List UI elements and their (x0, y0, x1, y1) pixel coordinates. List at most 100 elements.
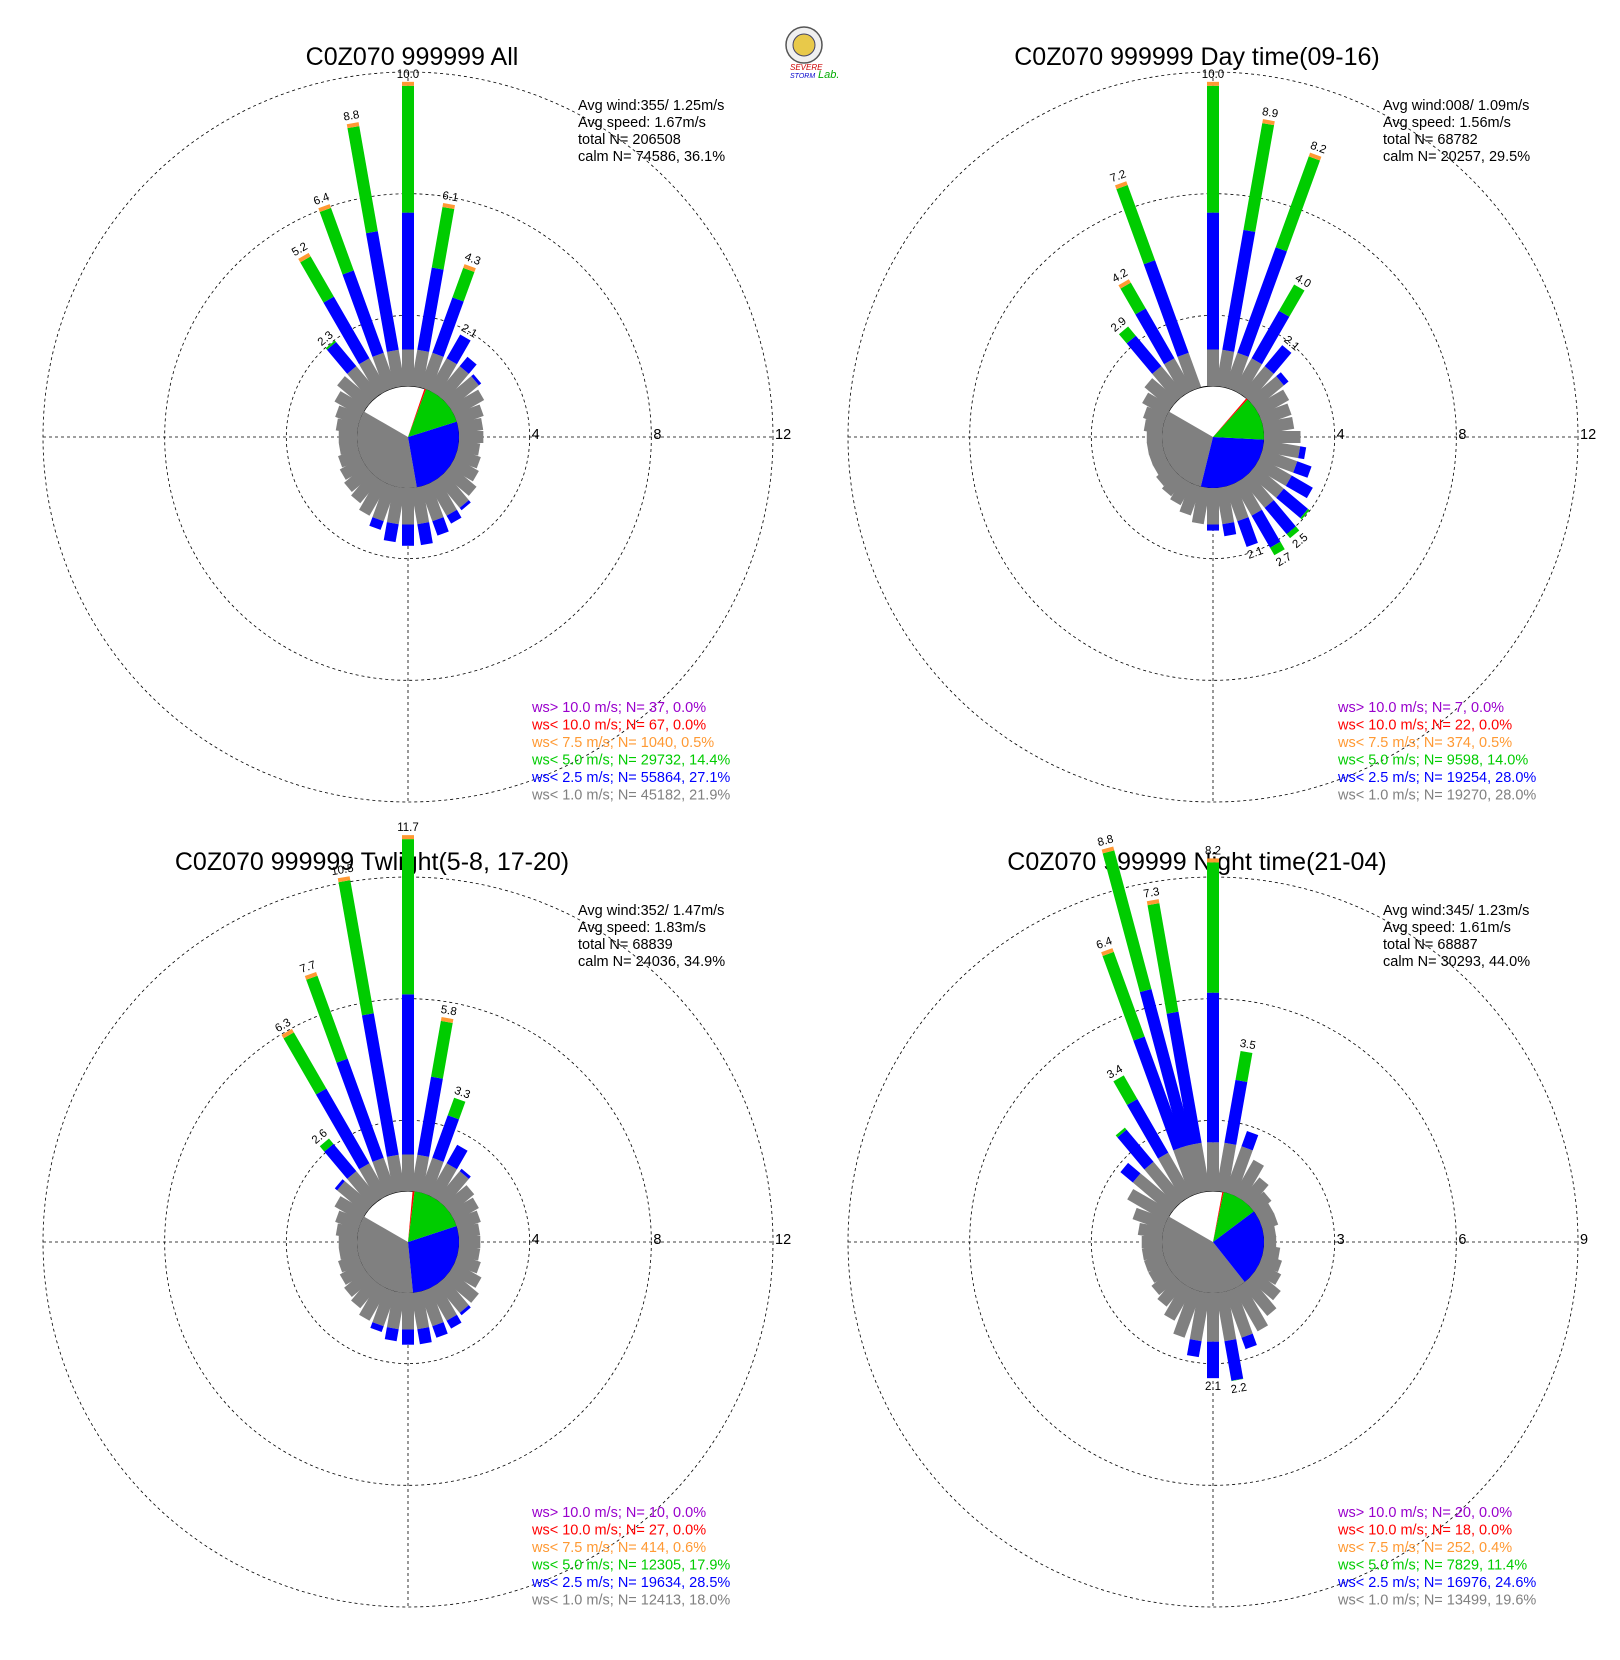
bar-segment-lt1 (449, 457, 479, 482)
bar-segment-lt2_5 (1139, 989, 1193, 1148)
bar-segment-lt1 (1146, 431, 1162, 443)
bar-segment-lt1 (1164, 1283, 1193, 1321)
bar-segment-lt2_5 (446, 334, 471, 365)
bar-segment-lt1 (1248, 376, 1284, 409)
legend-entry-lt5: ws< 5.0 m/s; N= 29732, 14.4% (531, 753, 730, 769)
bar-segment-lt1 (1233, 1159, 1264, 1201)
bar-value-label: 10.5 (330, 863, 354, 879)
bar-segment-lt7_5 (1146, 899, 1160, 906)
bar-segment-lt1 (1262, 439, 1301, 459)
logo-seal-inner (792, 33, 816, 57)
bar-dir-180 (1207, 1293, 1219, 1379)
bar-segment-lt5 (319, 1138, 334, 1152)
bar-segment-lt1 (419, 482, 444, 522)
calm-wedge-lt1 (357, 411, 417, 488)
bar-dir-120 (1254, 1262, 1282, 1285)
bar-dir-170 (410, 1291, 432, 1345)
bar-dir-120 (449, 1262, 482, 1288)
bar-segment-lt1 (338, 448, 363, 468)
bar-value-label: 8.8 (343, 109, 361, 124)
bar-dir-260 (338, 439, 359, 455)
bar-dir-340 (304, 971, 397, 1197)
bar-segment-lt1 (372, 1287, 397, 1327)
bar-segment-lt1 (335, 1210, 363, 1231)
bar-segment-lt2_5 (432, 1115, 460, 1162)
bar-segment-lt1 (1179, 482, 1202, 516)
bar-dir-10 (410, 203, 455, 388)
bar-segment-lt1 (457, 418, 484, 435)
bar-segment-lt2_5 (402, 994, 414, 1155)
bar-segment-lt1 (1264, 1236, 1277, 1248)
calm-wedge-lt7_5 (1213, 398, 1248, 437)
bar-segment-lt2_5 (1237, 247, 1287, 357)
bar-segment-lt1 (428, 1163, 457, 1201)
bar-segment-lt2_5 (446, 1144, 468, 1170)
bar-segment-lt1 (337, 1181, 373, 1214)
bar-segment-lt1 (386, 486, 406, 525)
legend-entry-gt10: ws> 10.0 m/s; N= 7, 0.0% (1337, 700, 1504, 716)
info-line: calm N= 20257, 29.5% (1383, 149, 1530, 165)
bar-dir-100 (1262, 439, 1307, 460)
bar-dir-110 (453, 1253, 481, 1274)
bar-dir-140 (436, 472, 471, 511)
bar-segment-lt1 (449, 389, 485, 417)
bar-segment-lt2_5 (342, 270, 384, 357)
info-line: Avg wind:008/ 1.09m/s (1383, 98, 1529, 114)
bar-segment-lt1 (419, 352, 444, 392)
legend-entry-lt5: ws< 5.0 m/s; N= 7829, 11.4% (1337, 1558, 1527, 1574)
bar-segment-lt1 (1248, 1270, 1281, 1301)
bar-dir-220 (1161, 472, 1185, 497)
bar-segment-lt1 (338, 1244, 359, 1260)
bar-segment-lt1 (453, 448, 481, 469)
bar-segment-lt5 (283, 1032, 327, 1095)
wind-rose-panel-4: 3 6 9 C0Z070 999999 Night time(21-04) Avg wi… (847, 833, 1588, 1609)
calm-wedge-lt2_5 (1213, 1211, 1264, 1282)
bar-segment-lt7_5 (1115, 181, 1128, 190)
bar-dir-40 (1241, 345, 1292, 402)
bar-segment-lt2_5 (402, 524, 414, 546)
info-line: Avg speed: 1.56m/s (1383, 115, 1511, 131)
bar-segment-lt5 (1115, 1127, 1127, 1138)
bar-segment-lt2_5 (361, 1013, 399, 1157)
bar-segment-lt2_5 (1207, 992, 1219, 1143)
bar-value-label: 11.7 (397, 822, 419, 834)
bar-dir-90 (458, 1236, 481, 1248)
bar-dir-210 (359, 1283, 388, 1321)
bar-segment-lt2_5 (324, 1143, 357, 1179)
bar-segment-lt1 (1264, 431, 1301, 443)
bar-segment-lt1 (1233, 358, 1262, 396)
bar-segment-lt1 (386, 349, 406, 388)
bar-segment-lt5 (1286, 526, 1300, 539)
bar-segment-lt2_5 (446, 1314, 462, 1329)
bar-value-label: 2.1 (1246, 545, 1265, 562)
severe-storm-lab-logo: SEVERE STORM Lab. (785, 26, 839, 81)
bar-segment-lt1 (1161, 472, 1185, 497)
bar-segment-lt1 (443, 376, 479, 409)
bar-segment-lt5 (402, 85, 414, 213)
bar-dir-290 (335, 1210, 363, 1231)
bar-dir-140 (1241, 1277, 1277, 1316)
bar-dir-240 (1152, 457, 1172, 476)
bar-segment-lt1 (1248, 1191, 1272, 1214)
bar-segment-lt2_5 (1276, 372, 1289, 386)
bar-segment-lt2_5 (383, 522, 399, 543)
bar-segment-lt7_5 (1207, 81, 1219, 86)
bar-segment-lt1 (410, 349, 430, 388)
bar-segment-lt1 (402, 349, 414, 386)
ring-label: 8 (653, 1232, 661, 1248)
bar-segment-lt1 (443, 465, 477, 496)
bar-segment-lt7_5 (281, 1028, 294, 1039)
bar-segment-lt5 (319, 207, 354, 275)
bar-dir-160 (1224, 1287, 1257, 1350)
bar-dir-80 (1262, 416, 1295, 435)
bar-segment-lt1 (449, 1197, 479, 1222)
bar-segment-lt5 (1243, 123, 1275, 232)
bar-segment-lt1 (1241, 366, 1274, 402)
bar-segment-lt2_5 (1135, 308, 1175, 365)
bar-segment-lt2_5 (1222, 229, 1256, 352)
wind-rose-panel-1: 4 8 12 C0Z070 999999 All Avg wind:355/ 1.25m… (42, 43, 791, 804)
bar-segment-lt1 (359, 1283, 388, 1321)
bar-segment-lt2_5 (1224, 1339, 1244, 1381)
bar-segment-lt1 (428, 478, 457, 516)
bar-dir-270 (1146, 431, 1162, 443)
